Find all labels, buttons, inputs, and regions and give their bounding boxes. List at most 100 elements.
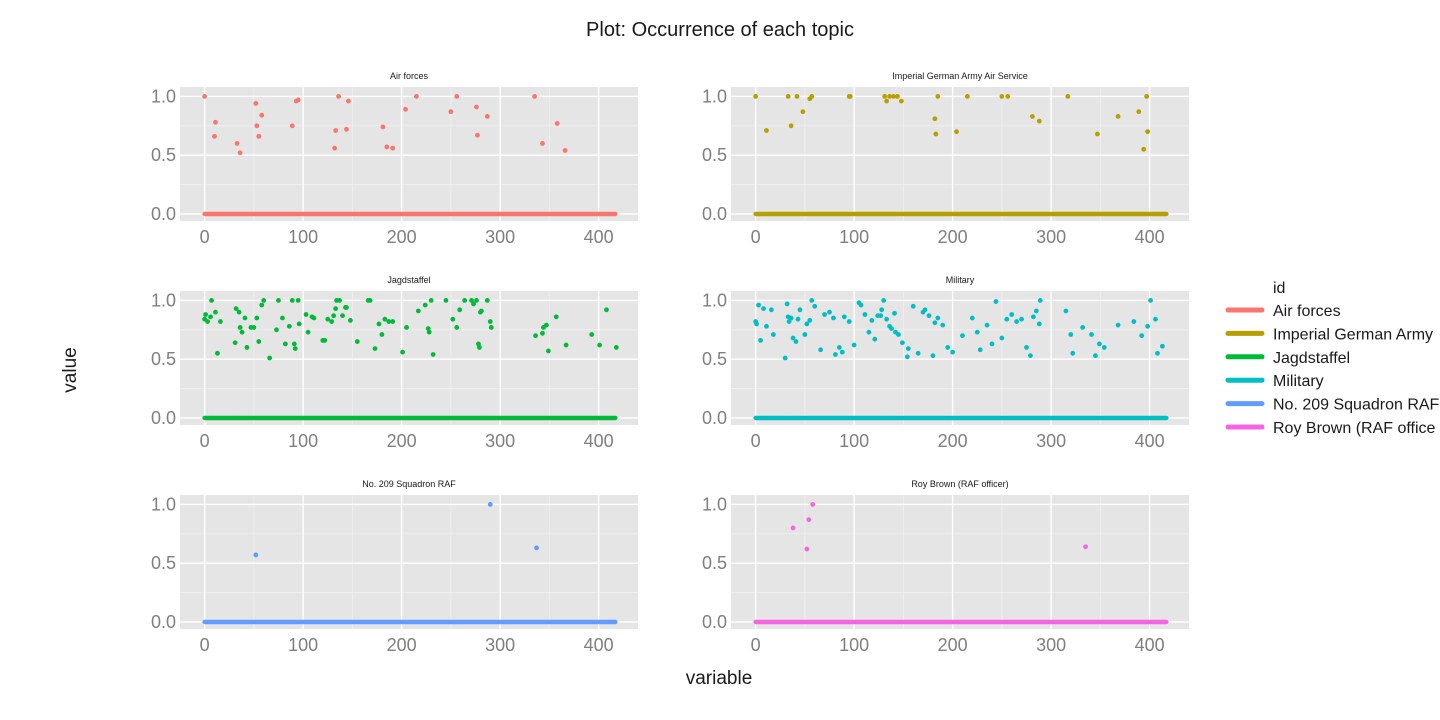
data-point — [793, 339, 799, 344]
x-tick-label: 400 — [584, 635, 614, 655]
x-tick-label: 200 — [938, 431, 968, 451]
facet-panel: Military 0.0 0.5 1.0 0 100 200 300 400 — [702, 275, 1189, 451]
data-point — [950, 349, 956, 355]
data-point — [786, 319, 792, 324]
data-point — [872, 336, 878, 342]
y-axis-title: value — [60, 347, 81, 392]
data-point — [866, 329, 872, 335]
x-tick-label: 300 — [1036, 635, 1066, 655]
data-point — [331, 313, 337, 319]
data-point — [790, 525, 796, 531]
data-point — [242, 315, 248, 321]
legend-label: Roy Brown (RAF office — [1273, 420, 1436, 437]
data-point — [213, 309, 218, 315]
data-point — [1005, 94, 1011, 99]
data-point — [807, 317, 813, 323]
data-point — [291, 341, 297, 347]
data-point — [450, 316, 456, 322]
data-point — [303, 312, 309, 317]
data-point — [782, 355, 788, 361]
data-point — [244, 345, 250, 350]
data-point — [984, 322, 990, 328]
data-point — [809, 94, 815, 99]
data-point — [337, 298, 342, 303]
data-point — [1096, 341, 1102, 347]
data-point — [282, 341, 288, 347]
legend-label: Military — [1273, 373, 1324, 390]
data-point — [905, 346, 911, 351]
x-tick-label: 400 — [584, 227, 614, 247]
x-tick-label: 0 — [200, 227, 210, 247]
panel-background — [180, 87, 638, 221]
panel-background — [731, 87, 1189, 221]
data-point — [882, 94, 888, 99]
data-point — [276, 298, 281, 303]
data-point — [274, 327, 279, 333]
panel-strip-title: No. 209 Squadron RAF — [362, 479, 456, 489]
data-point — [1093, 353, 1098, 359]
data-point — [1036, 118, 1042, 124]
data-point — [851, 342, 857, 348]
y-tick-label: 0.0 — [151, 612, 176, 632]
data-point — [999, 335, 1005, 341]
data-point — [469, 298, 474, 303]
data-point — [1028, 353, 1033, 359]
data-point — [332, 145, 338, 151]
data-point — [1068, 332, 1074, 337]
data-point — [846, 319, 852, 324]
data-point — [804, 546, 810, 552]
data-point — [413, 94, 419, 99]
data-point — [209, 298, 214, 303]
data-point — [604, 307, 609, 313]
data-point — [1115, 113, 1121, 119]
data-point — [785, 94, 791, 99]
facet-panel: Air forces 0.0 0.5 1.0 0 100 200 300 400 — [151, 71, 638, 247]
facet-panel: Jagdstaffel 0.0 0.5 1.0 0 100 200 300 400 — [151, 275, 638, 451]
data-point — [428, 298, 434, 303]
data-point — [354, 339, 360, 344]
data-point — [768, 307, 774, 313]
y-tick-label: 0.5 — [151, 349, 176, 369]
data-point — [217, 319, 223, 324]
data-point — [256, 339, 262, 344]
data-point — [379, 332, 385, 337]
data-point — [289, 123, 295, 129]
x-tick-label: 100 — [288, 431, 318, 451]
data-point — [806, 517, 812, 523]
data-point — [922, 307, 928, 313]
data-point — [325, 316, 331, 322]
data-point — [1036, 321, 1042, 327]
data-point — [457, 307, 463, 313]
data-point — [1065, 94, 1071, 99]
data-point — [305, 329, 311, 335]
panel-background — [731, 291, 1189, 425]
data-point — [208, 314, 213, 320]
data-point — [794, 94, 800, 99]
data-point — [764, 128, 769, 133]
y-tick-label: 0.5 — [702, 145, 727, 165]
data-point — [810, 502, 816, 507]
data-point — [964, 94, 970, 99]
data-point — [935, 94, 941, 99]
data-point — [333, 128, 339, 133]
data-point — [251, 325, 257, 330]
x-tick-label: 100 — [288, 227, 318, 247]
x-axis-title: variable — [686, 668, 753, 689]
data-point — [344, 126, 349, 132]
data-point — [1083, 544, 1088, 550]
data-point — [478, 308, 484, 314]
data-point — [236, 309, 242, 315]
data-point — [322, 337, 328, 343]
data-point — [1160, 343, 1165, 349]
chart-title: Plot: Occurrence of each topic — [586, 19, 854, 41]
data-point — [1141, 146, 1147, 152]
y-tick-label: 0.0 — [702, 204, 727, 224]
data-point — [254, 315, 260, 321]
data-point — [827, 309, 832, 315]
data-point — [892, 310, 897, 316]
data-point — [280, 315, 285, 321]
data-point — [422, 302, 428, 308]
data-point — [589, 332, 595, 337]
data-point — [403, 106, 408, 112]
